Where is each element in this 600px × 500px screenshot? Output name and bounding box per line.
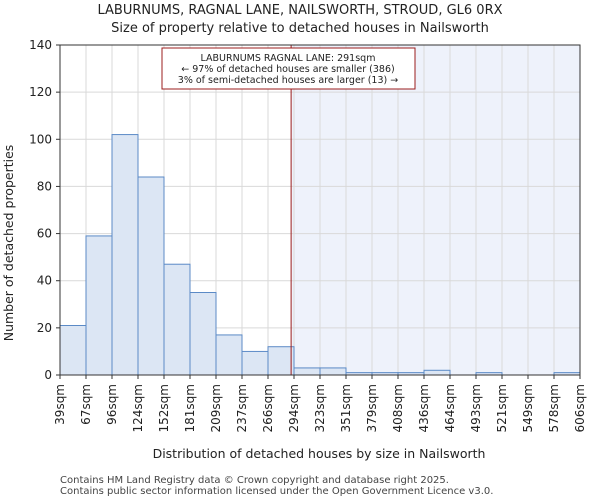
x-tick-label: 181sqm: [183, 384, 197, 432]
x-axis-label: Distribution of detached houses by size …: [153, 446, 486, 461]
x-tick-label: 379sqm: [365, 384, 379, 432]
chart-subtitle: Size of property relative to detached ho…: [111, 21, 489, 36]
x-tick-label: 237sqm: [235, 384, 249, 432]
bar: [215, 334, 243, 376]
larger-region-highlight: [291, 45, 580, 375]
annotation-line-1: LABURNUMS RAGNAL LANE: 291sqm: [201, 53, 376, 64]
x-tick-label: 351sqm: [339, 384, 353, 432]
x-tick-label: 493sqm: [469, 384, 483, 432]
x-tick-label: 39sqm: [53, 384, 67, 425]
x-tick-label: 549sqm: [521, 384, 535, 432]
y-tick-label: 80: [37, 179, 52, 193]
x-tick-label: 606sqm: [573, 384, 587, 432]
annotation-box: LABURNUMS RAGNAL LANE: 291sqm ← 97% of d…: [161, 47, 416, 90]
bar: [59, 325, 87, 376]
y-axis-label: Number of detached properties: [1, 145, 16, 342]
x-tick-label: 464sqm: [443, 384, 457, 432]
y-tick-label: 140: [29, 38, 52, 52]
y-tick-label: 120: [29, 85, 52, 99]
annotation-line-3: 3% of semi-detached houses are larger (1…: [178, 75, 398, 86]
bar: [111, 134, 139, 376]
x-tick-label: 209sqm: [209, 384, 223, 432]
x-tick-label: 124sqm: [131, 384, 145, 432]
bar: [293, 367, 321, 376]
y-tick-label: 40: [37, 274, 52, 288]
bar: [423, 369, 451, 376]
x-tick-label: 266sqm: [261, 384, 275, 432]
y-axis-ticks: 0 20 40 60 80 100 120 140: [29, 38, 60, 382]
bars: [59, 134, 581, 376]
x-tick-label: 521sqm: [495, 384, 509, 432]
x-tick-label: 408sqm: [391, 384, 405, 432]
y-tick-label: 20: [37, 321, 52, 335]
bar: [319, 367, 347, 376]
footer-line-2: Contains public sector information licen…: [60, 486, 493, 497]
bar: [267, 346, 295, 376]
x-tick-label: 436sqm: [417, 384, 431, 432]
x-tick-label: 578sqm: [547, 384, 561, 432]
bar: [85, 235, 113, 376]
x-tick-label: 67sqm: [79, 384, 93, 425]
y-tick-label: 60: [37, 227, 52, 241]
y-tick-label: 100: [29, 132, 52, 146]
footer-line-1: Contains HM Land Registry data © Crown c…: [60, 475, 449, 486]
x-tick-label: 294sqm: [287, 384, 301, 432]
x-tick-label: 96sqm: [105, 384, 119, 425]
bar: [137, 176, 165, 376]
bar: [189, 292, 217, 376]
bar: [163, 263, 191, 376]
x-axis-ticks: 39sqm 67sqm 96sqm 124sqm 152sqm 181sqm 209sqm 2…: [53, 375, 587, 432]
x-tick-label: 152sqm: [157, 384, 171, 432]
annotation-line-2: ← 97% of detached houses are smaller (38…: [181, 64, 394, 75]
x-tick-label: 323sqm: [313, 384, 327, 432]
chart-title: LABURNUMS, RAGNAL LANE, NAILSWORTH, STRO…: [97, 3, 502, 18]
y-tick-label: 0: [44, 368, 52, 382]
bar: [241, 350, 269, 376]
